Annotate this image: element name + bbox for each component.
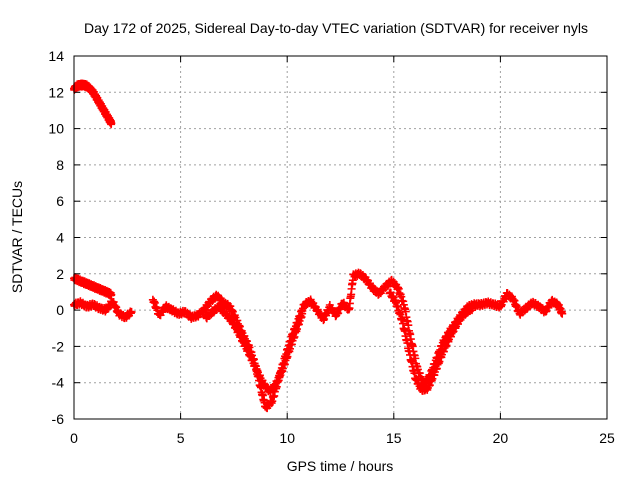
x-tick-label: 10 <box>279 430 295 446</box>
data-point <box>107 119 116 128</box>
y-tick-label: -6 <box>52 411 65 427</box>
data-point <box>468 304 477 313</box>
y-tick-label: 12 <box>48 84 64 100</box>
y-axis-label: SDTVAR / TECUs <box>9 181 25 293</box>
y-tick-label: 8 <box>56 157 64 173</box>
x-tick-label: 0 <box>70 430 78 446</box>
data-point <box>558 309 567 318</box>
data-point <box>127 307 136 316</box>
series-group <box>70 79 116 129</box>
plot-points <box>70 79 567 413</box>
y-tick-label: 6 <box>56 193 64 209</box>
x-tick-label: 20 <box>493 430 509 446</box>
y-tick-label: 4 <box>56 230 64 246</box>
data-point <box>298 309 307 318</box>
y-tick-label: -2 <box>52 338 65 354</box>
x-tick-label: 5 <box>177 430 185 446</box>
x-tick-label: 15 <box>386 430 402 446</box>
grid <box>74 56 607 419</box>
x-tick-label: 25 <box>599 430 615 446</box>
y-tick-label: 14 <box>48 48 64 64</box>
y-tick-label: 0 <box>56 302 64 318</box>
ticks: 0 5 10 15 20 25 -6 -4 -2 0 2 4 6 8 10 12 14 <box>48 48 615 446</box>
y-tick-label: 10 <box>48 121 64 137</box>
y-tick-label: 2 <box>56 266 64 282</box>
series-group <box>70 268 567 413</box>
y-tick-label: -4 <box>52 375 65 391</box>
x-axis-label: GPS time / hours <box>287 458 394 474</box>
data-point <box>107 290 116 299</box>
series-group <box>202 288 477 397</box>
chart-title: Day 172 of 2025, Sidereal Day-to-day VTE… <box>84 20 588 36</box>
series-group <box>70 273 116 300</box>
